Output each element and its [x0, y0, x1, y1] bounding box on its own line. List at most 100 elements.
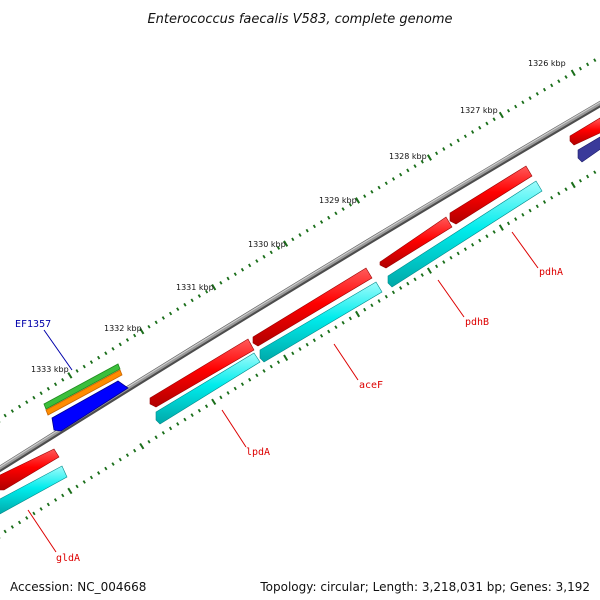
ruler-tick [498, 111, 504, 119]
ruler-tick [3, 413, 7, 418]
gene-label-lpdA[interactable]: lpdA [246, 447, 270, 458]
feature-ef1357-group[interactable] [43, 363, 129, 432]
inner-tick [25, 516, 29, 520]
ruler-tick [39, 391, 43, 396]
ruler-tick [456, 138, 460, 143]
inner-tick [255, 373, 259, 378]
cds-lpdA[interactable] [149, 338, 255, 408]
gene-lpdA[interactable] [155, 352, 261, 425]
ruler-label-1328: 1328 kbp [389, 152, 427, 161]
inner-tick [17, 520, 22, 525]
inner-tick [161, 431, 165, 435]
ruler-label-1332: 1332 kbp [104, 324, 142, 333]
gene-label-aceF[interactable]: aceF [359, 380, 383, 391]
feature-ef1357-green[interactable] [43, 363, 121, 410]
inner-tick [413, 277, 417, 282]
ruler-tick [305, 228, 309, 233]
inner-tick [204, 404, 209, 409]
ruler-label-1333: 1333 kbp [31, 365, 69, 374]
inner-tick [435, 264, 439, 269]
ruler-tick [204, 289, 209, 294]
ruler-tick [413, 164, 417, 168]
inner-tick [46, 502, 50, 507]
cds-partial-right[interactable] [569, 117, 600, 146]
inner-tick [506, 221, 511, 226]
inner-tick [442, 260, 446, 264]
ruler-tick [219, 281, 223, 285]
ruler-tick [176, 307, 180, 311]
cds-pdhA[interactable] [449, 165, 533, 225]
inner-tick [391, 290, 396, 295]
ruler-tick [514, 104, 518, 109]
inner-tick [399, 286, 403, 290]
inner-tick [82, 480, 86, 484]
ruler-tick [319, 220, 324, 224]
inner-tick [426, 267, 432, 274]
gene-pdhB-pdhA[interactable] [387, 180, 543, 288]
ruler-tick [111, 347, 115, 351]
cds-aceF[interactable] [252, 267, 373, 347]
gene-labels: gldA lpdA aceF pdhB pdhA EF1357 [15, 267, 563, 564]
inner-tick [75, 484, 79, 489]
inner-tick [283, 354, 289, 362]
ruler-tick [10, 409, 14, 413]
inner-tick [39, 507, 43, 511]
ruler-tick [363, 194, 367, 198]
inner-tick [570, 181, 576, 189]
feature-ef1357-orange[interactable] [45, 369, 123, 416]
gene-aceF[interactable] [259, 281, 383, 363]
ruler-tick [283, 240, 289, 247]
ruler-tick [420, 159, 424, 164]
map-title: Enterococcus faecalis V583, complete gen… [147, 12, 452, 27]
inner-tick [298, 347, 302, 351]
inner-tick [377, 299, 381, 303]
ruler-tick [133, 333, 137, 338]
inner-tick [449, 255, 453, 260]
inner-tick [276, 360, 281, 364]
ruler-tick [570, 69, 576, 77]
inner-tick [586, 174, 590, 179]
ruler-tick [190, 298, 194, 303]
inner-tick [125, 453, 130, 457]
ruler-tick [269, 250, 273, 255]
inner-tick [291, 351, 295, 356]
ruler-tick [564, 75, 568, 79]
inner-tick [10, 525, 14, 529]
ruler-tick [17, 404, 22, 409]
ruler-tick [291, 237, 295, 242]
ruler-tick [161, 316, 165, 320]
inner-tick [3, 529, 7, 534]
label-leaders [27, 231, 539, 553]
inner-ticks [0, 170, 597, 539]
gene-label-pdhA[interactable]: pdhA [539, 267, 563, 278]
ruler-tick [593, 58, 597, 63]
gene-gldA[interactable] [0, 465, 68, 515]
inner-tick [514, 217, 518, 221]
ruler-tick [125, 338, 130, 342]
gene-label-gldA[interactable]: gldA [56, 553, 80, 564]
inner-tick [498, 224, 504, 231]
inner-tick [593, 170, 597, 175]
ruler-tick [406, 168, 410, 173]
inner-tick [471, 243, 475, 247]
feature-ef1357-blue[interactable] [51, 380, 129, 432]
gene-label-pdhB[interactable]: pdhB [465, 317, 489, 328]
inner-tick [219, 395, 223, 400]
ruler-label-1331: 1331 kbp [176, 283, 214, 292]
inner-tick [319, 334, 324, 338]
ruler-tick [139, 327, 145, 335]
cds-pdhB[interactable] [379, 216, 453, 269]
inner-tick [420, 273, 424, 277]
gene-label-ef1357[interactable]: EF1357 [15, 319, 51, 330]
ruler-tick [327, 215, 331, 220]
feature-partial-purple[interactable] [577, 136, 600, 163]
ruler-tick [298, 233, 302, 237]
ruler-tick [370, 190, 374, 194]
inner-tick [456, 251, 460, 256]
cds-gldA[interactable] [0, 448, 60, 491]
inner-tick [550, 195, 554, 200]
inner-tick [168, 426, 173, 431]
ruler-tick [89, 360, 94, 364]
inner-tick [269, 364, 273, 369]
inner-tick [406, 281, 410, 286]
